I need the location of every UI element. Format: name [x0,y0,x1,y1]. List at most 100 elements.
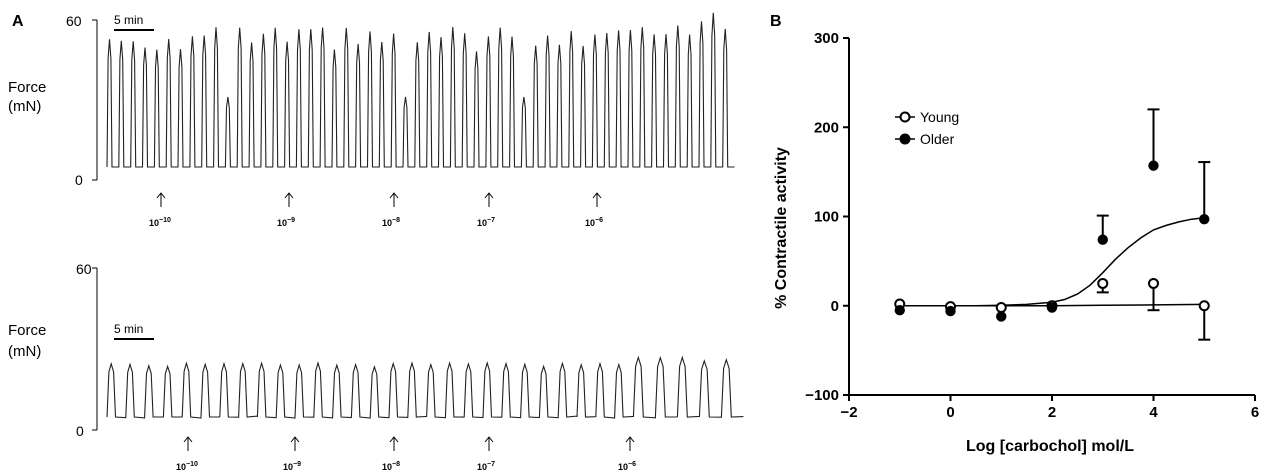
addition-label: 10−9 [277,217,295,228]
addition-label: 10−9 [283,461,301,472]
addition-label: 10−8 [382,217,400,228]
trace-top-ytick-min: 0 [75,172,83,188]
addition-label-mantissa: 10 [477,218,487,228]
panel-b-error-bars [1096,108,1211,341]
addition-label-mantissa: 10 [382,462,392,472]
panel-b-fit-curves [899,217,1205,307]
addition-label-exponent: −8 [392,217,400,224]
data-point-older [894,305,905,316]
trace-top: 60 0 Force (mN) 5 min 10−10 10−9 10−8 10−7 1… [8,12,735,228]
trace-bottom-scale-label: 5 min [114,322,143,336]
trace-top-waveform [106,12,735,168]
legend-marker [899,111,911,123]
addition-label: 10−7 [477,217,495,228]
trace-bottom-ylabel-line1: Force [8,322,46,339]
addition-label-mantissa: 10 [585,218,595,228]
up-arrow-head-icon [389,436,399,443]
addition-label-mantissa: 10 [277,218,287,228]
panel-b: B % Contractile activity Log [carbochol]… [770,13,1259,455]
addition-label-mantissa: 10 [618,462,628,472]
data-point-older [1046,302,1058,313]
up-arrow-head-icon [156,192,166,199]
panel-b-letter: B [770,13,782,30]
addition-marker: 10−9 [277,192,295,228]
trace-bottom: 60 0 Force (mN) 5 min 10−10 10−9 10−8 10−7 1… [8,261,744,472]
addition-label-mantissa: 10 [477,462,487,472]
addition-label-mantissa: 10 [176,462,186,472]
addition-label-mantissa: 10 [382,218,392,228]
trace-bottom-additions: 10−10 10−9 10−8 10−7 10−6 [176,436,636,472]
legend-marker [899,133,911,145]
data-point-older [1148,160,1159,171]
addition-marker: 10−10 [149,192,171,228]
data-point-young [1148,277,1159,289]
addition-label-exponent: −6 [595,217,603,224]
up-arrow-head-icon [284,192,294,199]
data-point-older [1199,213,1210,225]
addition-marker: 10−7 [477,192,495,228]
addition-marker: 10−8 [382,436,400,472]
trace-bottom-ylabel-line2: (mN) [8,343,41,360]
data-point-young [1198,300,1210,312]
y-tick-label: 300 [814,30,839,47]
addition-label: 10−8 [382,461,400,472]
y-tick-label: −100 [805,387,839,404]
data-point-older [1097,234,1108,245]
addition-label-exponent: −10 [159,217,171,224]
trace-top-additions: 10−10 10−9 10−8 10−7 10−6 [149,192,603,228]
trace-top-scale-label: 5 min [114,13,143,27]
data-point-older [945,305,956,317]
up-arrow-head-icon [290,436,300,443]
addition-label-exponent: −7 [487,217,495,224]
addition-marker: 10−6 [618,436,636,472]
addition-marker: 10−7 [477,436,495,472]
data-point-young [1097,277,1109,289]
addition-label-exponent: −8 [392,461,400,468]
panel-b-data-points [894,160,1210,322]
trace-bottom-ytick-max: 60 [76,261,92,277]
panel-a-letter: A [12,13,24,30]
addition-marker: 10−10 [176,436,198,472]
y-tick-label: 0 [831,298,839,315]
trace-bottom-ytick-min: 0 [76,423,84,439]
y-tick-label: 100 [814,209,839,226]
x-tick-label: 4 [1149,404,1158,421]
panel-b-xlabel: Log [carbochol] mol/L [966,438,1134,455]
trace-top-ylabel-line1: Force [8,79,46,96]
trace-top-ytick-max: 60 [66,13,82,29]
up-arrow-head-icon [592,192,602,199]
up-arrow-head-icon [484,436,494,443]
addition-label: 10−7 [477,461,495,472]
panel-b-legend: Young Older [895,109,959,147]
y-tick-label: 200 [814,119,839,136]
addition-label: 10−6 [585,217,603,228]
up-arrow-head-icon [183,436,193,443]
x-tick-label: 0 [946,404,954,421]
addition-label-exponent: −9 [293,461,301,468]
addition-label: 10−10 [149,217,171,228]
addition-marker: 10−8 [382,192,400,228]
up-arrow-head-icon [625,436,635,443]
up-arrow-head-icon [484,192,494,199]
data-point-older [996,311,1007,322]
addition-label: 10−6 [618,461,636,472]
addition-label-mantissa: 10 [149,218,159,228]
addition-label-mantissa: 10 [283,462,293,472]
addition-label-exponent: −6 [628,461,636,468]
addition-label: 10−10 [176,461,198,472]
data-point-young [995,302,1007,314]
up-arrow-head-icon [389,192,399,199]
addition-label-exponent: −10 [186,461,198,468]
panel-b-ylabel: % Contractile activity [773,147,790,309]
addition-marker: 10−6 [585,192,603,228]
trace-top-ylabel-line2: (mN) [8,98,41,115]
x-tick-label: 6 [1251,404,1259,421]
trace-bottom-waveform [106,355,744,419]
panel-b-axes: 300 200 100 0 −100−2 0 2 4 6 [805,30,1259,421]
legend-label: Older [920,131,955,147]
addition-label-exponent: −9 [287,217,295,224]
addition-marker: 10−9 [283,436,301,472]
legend-label: Young [920,109,959,125]
panel-a: A 60 0 Force (mN) 5 min 10−10 10−9 10−8 10−… [8,12,744,472]
